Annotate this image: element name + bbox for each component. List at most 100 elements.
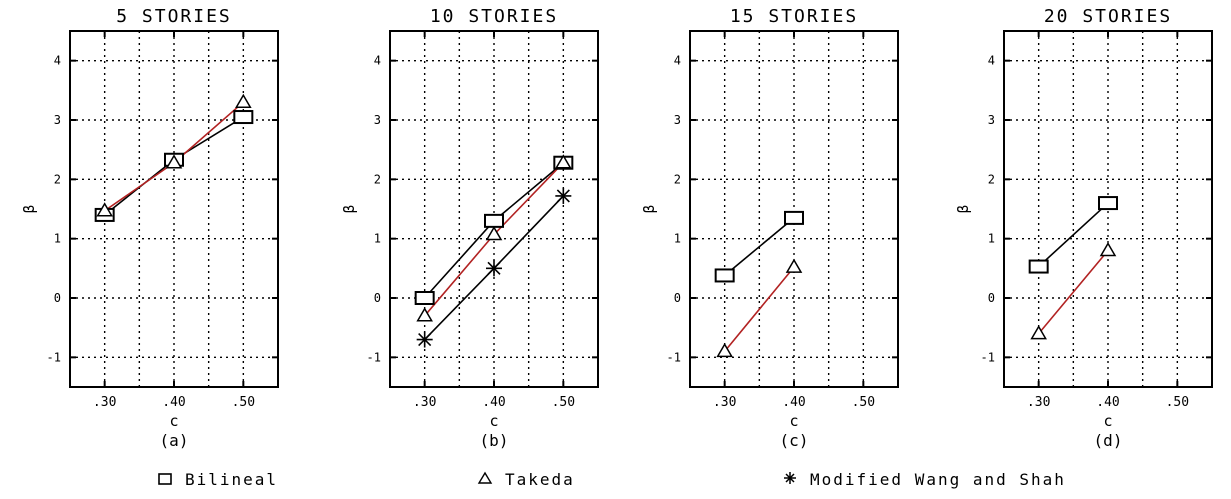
data-point-square	[484, 213, 504, 228]
data-point-star	[555, 187, 572, 204]
y-axis-label: β	[642, 205, 658, 213]
grid-lines	[70, 31, 278, 387]
y-tick-label: -1	[367, 350, 381, 364]
data-point-star-stroke	[556, 189, 570, 203]
plot-frame	[389, 30, 599, 388]
plot-frame	[689, 30, 899, 388]
x-tick-label: .30	[93, 395, 116, 410]
data-point-triangle	[555, 154, 572, 169]
data-point-square	[714, 268, 735, 283]
data-point-triangle	[235, 93, 252, 108]
legend-star-stroke	[785, 473, 795, 483]
data-point-square	[1028, 259, 1049, 274]
panel-caption: (a)	[160, 431, 189, 450]
y-tick-label: 0	[374, 291, 381, 305]
data-point-triangle	[1099, 242, 1117, 257]
x-axis-label: c	[169, 412, 178, 430]
grid-lines	[690, 31, 898, 387]
y-tick-label: 4	[374, 54, 381, 68]
panel-caption: (b)	[480, 431, 509, 450]
x-tick-label: .50	[552, 395, 575, 410]
grid-lines	[390, 31, 598, 387]
y-tick-label: 1	[374, 232, 381, 246]
x-tick-label: .40	[162, 395, 185, 410]
y-tick-label: 2	[988, 172, 995, 186]
series-line-square	[1038, 202, 1109, 268]
data-point-triangle	[416, 307, 433, 322]
y-tick-label: 1	[54, 232, 61, 246]
x-tick-label: .30	[713, 395, 736, 410]
y-tick-label: 0	[674, 291, 681, 305]
y-tick-label: 1	[674, 232, 681, 246]
y-tick-label: 3	[374, 113, 381, 127]
y-tick-label: -1	[47, 350, 61, 364]
x-tick-label: .50	[852, 395, 875, 410]
data-point-triangle	[785, 258, 803, 273]
series-line-triangle	[1038, 250, 1109, 335]
x-tick-label: .50	[1166, 395, 1189, 410]
x-axis-label: c	[1103, 412, 1112, 430]
data-point-triangle	[165, 154, 183, 169]
grid-lines	[1004, 31, 1212, 387]
y-tick-label: 4	[988, 54, 995, 68]
chart-panel-4: 20 STORIES -1 0 1 2 3 4 .30 .40 .50 c β (d)	[956, 6, 1213, 450]
series-line-square	[724, 217, 795, 277]
legend-label: Bilineal	[185, 470, 278, 489]
legend-star-icon	[784, 472, 796, 484]
x-tick-label: .40	[1096, 395, 1119, 410]
series-line-triangle	[724, 266, 795, 352]
data-point-square	[784, 210, 804, 225]
x-tick-label: .40	[782, 395, 805, 410]
data-point-star	[486, 260, 502, 277]
data-point-square	[233, 110, 254, 125]
legend-label: Modified Wang and Shah	[810, 470, 1066, 489]
chart-panel-3: 15 STORIES -1 0 1 2 3 4 .30 .40 .50 c β (c)	[642, 6, 899, 450]
data-point-triangle	[96, 202, 113, 217]
y-tick-label: 3	[54, 113, 61, 127]
y-tick-label: 2	[54, 172, 61, 186]
legend-square-icon	[158, 473, 172, 485]
chart-title: 5 STORIES	[116, 6, 232, 27]
legend: Bilineal Takeda Modified Wang and Shah	[158, 470, 1066, 489]
data-point-square	[414, 291, 435, 305]
legend-triangle-icon	[477, 471, 493, 484]
chart-title: 20 STORIES	[1044, 6, 1172, 27]
panel-caption: (c)	[780, 431, 809, 450]
data-point-star	[416, 331, 433, 348]
y-tick-label: 4	[54, 54, 61, 68]
y-axis-label: β	[342, 205, 358, 213]
chart-panel-2: 10 STORIES -1 0 1 2 3 4 .30 .40 .50 c β (b)	[342, 6, 599, 450]
x-axis-label: c	[789, 412, 798, 430]
y-tick-label: 0	[988, 291, 995, 305]
data-point-triangle	[485, 226, 503, 241]
data-point-square	[1098, 196, 1118, 211]
legend-item: Takeda	[477, 470, 573, 489]
y-tick-label: 3	[988, 113, 995, 127]
y-tick-label: -1	[667, 350, 681, 364]
y-axis-label: β	[22, 205, 38, 213]
data-point-triangle	[1030, 325, 1047, 340]
chart-title: 10 STORIES	[430, 6, 558, 27]
x-tick-label: .50	[232, 395, 255, 410]
chart-panel-1: 5 STORIES -1 0 1 2 3 4 .30 .40 .50 c β (a)	[22, 6, 279, 450]
data-point-star-stroke	[418, 332, 432, 347]
y-tick-label: 0	[54, 291, 61, 305]
panel-caption: (d)	[1094, 431, 1123, 450]
chart-title: 15 STORIES	[730, 6, 858, 27]
y-tick-label: 2	[374, 172, 381, 186]
x-tick-label: .30	[1027, 395, 1050, 410]
y-tick-label: -1	[981, 350, 995, 364]
x-axis-label: c	[489, 412, 498, 430]
x-tick-label: .30	[413, 395, 436, 410]
y-tick-label: 1	[988, 232, 995, 246]
legend-item: Bilineal	[158, 470, 278, 489]
data-point-triangle	[716, 342, 733, 358]
y-tick-label: 2	[674, 172, 681, 186]
y-axis-label: β	[956, 205, 972, 213]
data-point-star-stroke	[487, 261, 501, 275]
x-tick-label: .40	[482, 395, 505, 410]
y-tick-label: 4	[674, 54, 681, 68]
y-tick-label: 3	[674, 113, 681, 127]
